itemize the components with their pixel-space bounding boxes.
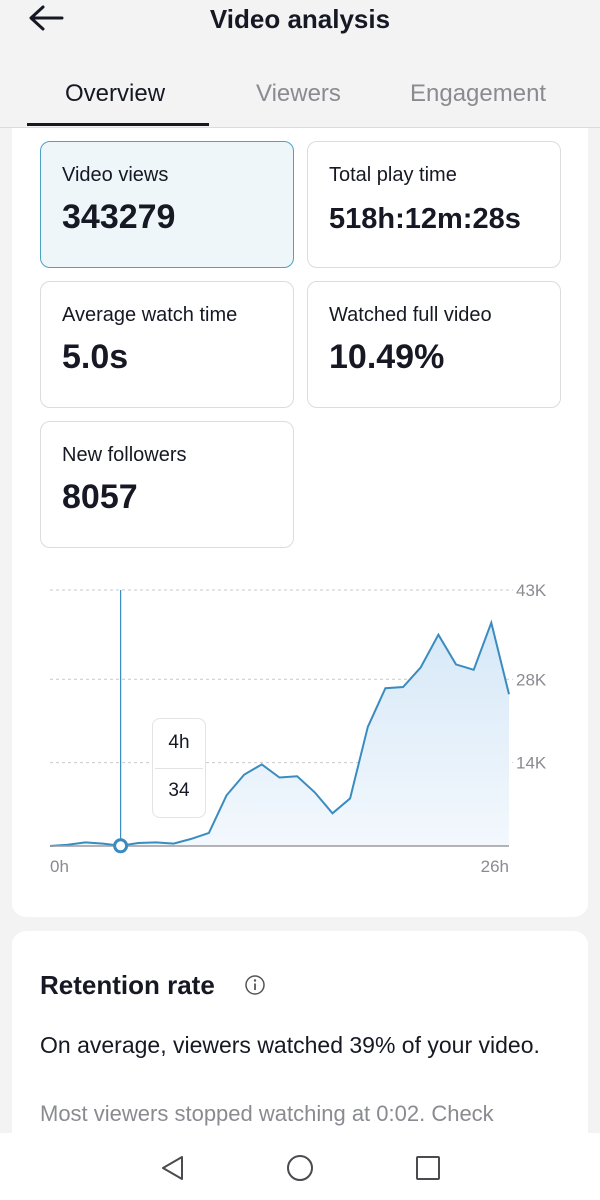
nav-home-button[interactable] [285,1153,315,1183]
chart-y-tick-label: 43K [516,581,547,600]
retention-title: Retention rate [40,970,215,1000]
tab-overview[interactable]: Overview [65,80,166,107]
stat-value: 10.49% [329,338,445,376]
system-nav-bar [0,1133,600,1200]
stat-label: New followers [62,444,187,466]
stat-value: 343279 [62,198,176,236]
stat-label: Average watch time [62,304,238,326]
views-area-chart[interactable]: 43K 28K 14K 0h 26h [0,570,600,890]
stat-value: 518h:12m:28s [329,203,521,235]
stat-card-total-play-time[interactable]: Total play time 518h:12m:28s [307,141,561,268]
home-circle-icon [287,1155,313,1181]
chart-y-tick-label: 14K [516,754,547,773]
tooltip-time-label: 4h [168,732,190,753]
nav-recents-button[interactable] [413,1153,443,1183]
stat-card-average-watch-time[interactable]: Average watch time 5.0s [40,281,294,408]
header: Video analysis Overview Viewers Engageme… [0,0,600,128]
stat-card-new-followers[interactable]: New followers 8057 [40,421,294,548]
tab-viewers[interactable]: Viewers [256,80,341,107]
stat-value: 5.0s [62,338,129,376]
info-icon[interactable] [244,974,266,996]
arrow-left-icon [29,5,64,31]
stat-label: Video views [62,164,169,186]
retention-summary: On average, viewers watched 39% of your … [40,1032,540,1058]
back-triangle-icon [162,1156,183,1180]
tab-bar: Overview Viewers Engagement [0,72,600,128]
tab-engagement[interactable]: Engagement [410,80,547,107]
page-title: Video analysis [209,4,391,34]
chart-area-fill [50,622,509,846]
stat-label: Total play time [329,164,457,186]
chart-tooltip: 4h 34 [152,718,206,818]
recents-square-icon [416,1156,440,1180]
chart-x-tick-label: 26h [481,857,509,876]
nav-back-button[interactable] [157,1153,187,1183]
tooltip-divider [155,768,203,769]
chart-highlight-point[interactable] [113,838,129,854]
chart-x-tick-label: 0h [50,857,69,876]
retention-detail: Most viewers stopped watching at 0:02. C… [40,1101,494,1126]
stat-card-watched-full-video[interactable]: Watched full video 10.49% [307,281,561,408]
header-divider [0,127,600,128]
stat-card-video-views[interactable]: Video views 343279 [40,141,294,268]
stat-value: 8057 [62,478,138,516]
tooltip-value-label: 34 [168,780,190,801]
chart-y-tick-label: 28K [516,670,547,689]
stat-label: Watched full video [329,304,492,326]
active-tab-indicator [27,123,209,126]
back-button[interactable] [28,0,68,36]
